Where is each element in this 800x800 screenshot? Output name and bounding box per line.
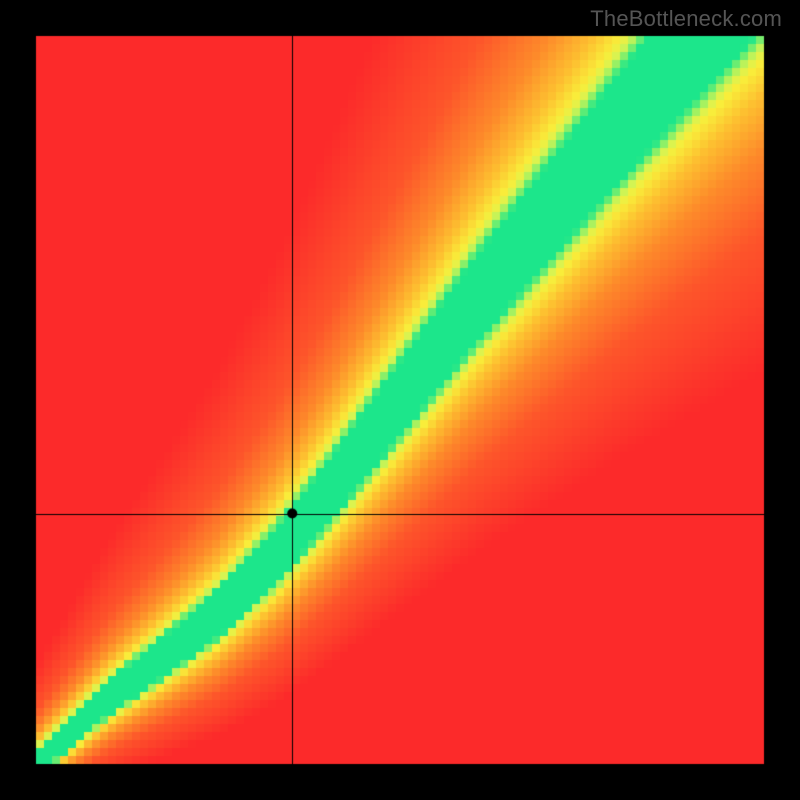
watermark-text: TheBottleneck.com	[590, 6, 782, 32]
chart-container: TheBottleneck.com	[0, 0, 800, 800]
heatmap-canvas	[0, 0, 800, 800]
